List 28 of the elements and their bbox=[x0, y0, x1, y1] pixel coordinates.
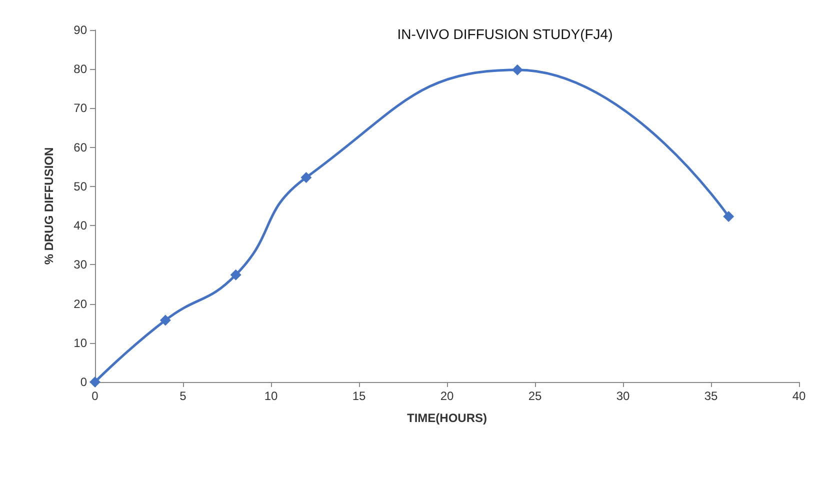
point bbox=[723, 211, 734, 222]
y-tick-label: 40 bbox=[74, 218, 88, 233]
x-axis-title: TIME(HOURS) bbox=[407, 411, 487, 425]
chart-title: IN-VIVO DIFFUSION STUDY(FJ4) bbox=[397, 26, 613, 42]
y-tick-label: 70 bbox=[74, 101, 88, 116]
point bbox=[160, 314, 171, 326]
y-tick-label: 20 bbox=[74, 296, 88, 311]
x-tick-label: 30 bbox=[616, 389, 630, 403]
point bbox=[230, 269, 242, 280]
x-tick-label: 5 bbox=[180, 389, 187, 403]
x-tick-label: 0 bbox=[92, 389, 99, 403]
y-tick-label: 0 bbox=[80, 375, 88, 389]
point bbox=[90, 376, 100, 388]
y-tick-label: 60 bbox=[74, 140, 88, 154]
y-axis-title: % DRUG DIFFUSION bbox=[42, 147, 56, 265]
x-tick-label: 20 bbox=[440, 389, 454, 403]
x-tick-label: 40 bbox=[792, 389, 806, 403]
x-tick-label: 25 bbox=[528, 389, 542, 403]
y-tick-label: 50 bbox=[74, 179, 88, 194]
y-tick-label: 90 bbox=[74, 23, 88, 37]
x-tick-label: 10 bbox=[264, 389, 278, 403]
y-tick-label: 30 bbox=[74, 258, 88, 272]
x-tick-label: 15 bbox=[352, 389, 366, 403]
x-tick-label: 35 bbox=[704, 389, 718, 403]
y-tick-label: 80 bbox=[74, 62, 88, 76]
point bbox=[512, 64, 523, 76]
point bbox=[300, 172, 312, 183]
y-tick-label: 10 bbox=[74, 336, 88, 350]
